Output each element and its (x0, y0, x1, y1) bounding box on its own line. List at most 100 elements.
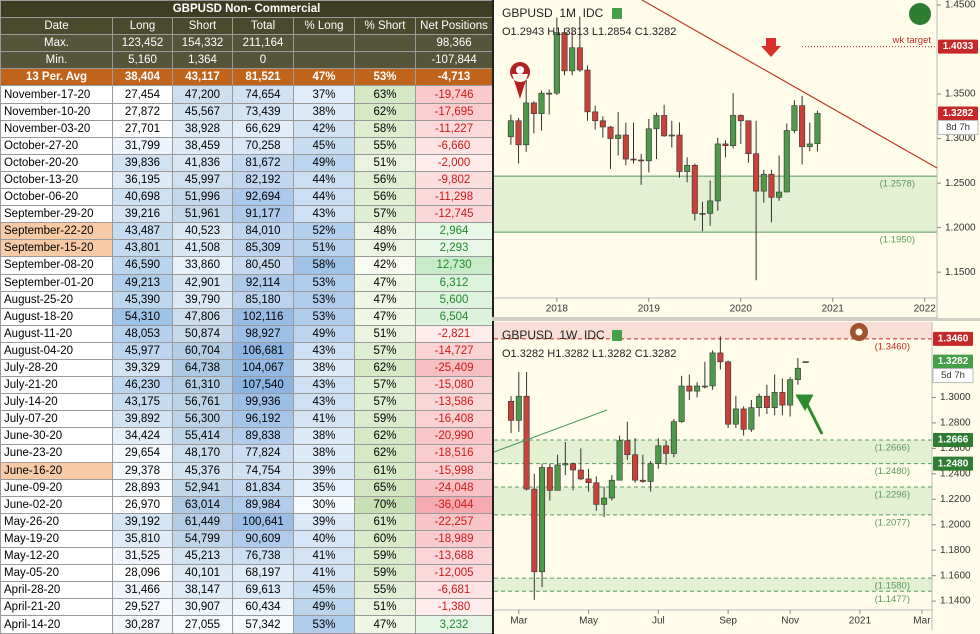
value-cell: 47% (354, 273, 416, 292)
trend-line (641, 0, 938, 169)
candle-body (722, 143, 729, 147)
value-cell: 66,629 (232, 119, 294, 138)
value-cell: 43,801 (112, 239, 173, 258)
value-cell: 58% (354, 119, 416, 138)
price-label: 1.4033 (943, 41, 974, 52)
x-tick-label: Mar (510, 616, 528, 627)
date-cell: June-16-20 (0, 461, 113, 480)
pin-marker (510, 62, 531, 99)
value-cell: 46,230 (112, 376, 173, 395)
data-row: September-29-20 39,216 51,961 91,177 43% 57% -… (0, 205, 494, 224)
value-cell: 53% (293, 615, 355, 634)
chart-title: GBPUSD 1W IDC (502, 328, 605, 342)
value-cell: 27,872 (112, 102, 173, 121)
candle-body (768, 173, 775, 198)
value-cell: 45% (293, 581, 355, 600)
candle-body (546, 92, 553, 95)
y-tick-label: 1.2500 (945, 178, 976, 189)
summary-cell: 5,160 (112, 51, 173, 70)
column-header: Total (232, 17, 294, 36)
data-row: November-17-20 27,454 47,200 74,654 37% 63% -1… (0, 85, 494, 104)
data-row: July-14-20 43,175 56,761 99,936 43% 57% -13,58… (0, 393, 494, 412)
value-cell: 47% (354, 615, 416, 634)
value-cell: -12,745 (414, 205, 494, 224)
candle-body (701, 385, 708, 388)
value-cell: 59% (354, 410, 416, 429)
date-cell: October-27-20 (0, 136, 113, 155)
value-cell: 64,738 (172, 358, 233, 378)
date-cell: July-21-20 (0, 376, 113, 395)
date-cell: November-03-20 (0, 119, 113, 138)
value-cell: 61,449 (172, 512, 233, 531)
value-cell: 47,806 (172, 307, 233, 326)
value-cell: 85,180 (232, 290, 294, 309)
value-cell: 41% (293, 564, 355, 583)
value-cell: 58% (293, 256, 355, 275)
candle-body (806, 143, 813, 147)
summary-cell: 47% (293, 68, 355, 87)
value-cell: 56% (354, 188, 416, 207)
value-cell: 55% (354, 136, 416, 155)
candle-body (699, 213, 706, 215)
value-cell: 62% (354, 427, 416, 446)
candle-body (632, 454, 639, 481)
column-header: Date (0, 17, 113, 36)
pin-marker-dot (516, 66, 524, 74)
summary-cell: 211,164 (232, 34, 294, 53)
x-tick-label: 2022 (914, 304, 937, 315)
value-cell: -36,044 (414, 495, 494, 514)
value-cell: 47% (354, 307, 416, 326)
value-cell: 30,287 (112, 615, 173, 634)
countdown-box (937, 119, 979, 135)
candle-body (624, 440, 631, 456)
value-cell: -20,990 (414, 427, 494, 446)
summary-cell: 1,364 (172, 51, 233, 70)
date-cell: October-13-20 (0, 170, 113, 190)
value-cell: 81,672 (232, 153, 294, 172)
date-cell: September-15-20 (0, 239, 113, 258)
target-label: wk target (891, 35, 931, 46)
candle-body (745, 120, 752, 155)
value-cell: 45,390 (112, 290, 173, 309)
column-header: Long (112, 17, 173, 36)
value-cell: 60% (354, 529, 416, 549)
candle-body (760, 173, 767, 192)
data-row: September-22-20 43,487 40,523 84,010 52% 48% 2… (0, 222, 494, 241)
y-tick-label: 1.2000 (940, 519, 971, 530)
value-cell: 90,609 (232, 529, 294, 549)
value-cell: 38,147 (172, 581, 233, 600)
y-tick-label: 1.3000 (945, 133, 976, 144)
pin-marker-weekly-dot (855, 328, 863, 336)
price-label-box (938, 106, 978, 121)
value-cell: -16,408 (414, 410, 494, 429)
level-label: (1.2480) (875, 466, 910, 477)
value-cell: 35% (293, 478, 355, 497)
value-cell: 84,010 (232, 222, 294, 241)
value-cell: 35,810 (112, 529, 173, 549)
data-row: April-28-20 31,466 38,147 69,613 45% 55% -6,68… (0, 581, 494, 600)
y-tick-label: 1.2200 (940, 494, 971, 505)
value-cell: 80,450 (232, 256, 294, 275)
value-cell: 54,310 (112, 307, 173, 326)
value-cell: 2,293 (414, 239, 494, 258)
value-cell: 62% (354, 358, 416, 378)
summary-row: Max. 123,452 154,332 211,164 98,366 (0, 34, 494, 53)
value-cell: 48% (354, 222, 416, 241)
candle-body (730, 115, 737, 147)
date-cell: August-18-20 (0, 307, 113, 326)
x-tick-label: 2021 (849, 616, 872, 627)
candle-body (523, 395, 530, 490)
value-cell: 61% (354, 461, 416, 480)
value-cell: 6,312 (414, 273, 494, 292)
value-cell: 48,053 (112, 324, 173, 343)
data-row: November-03-20 27,701 38,928 66,629 42% 58% -1… (0, 119, 494, 138)
x-tick-label: Nov (781, 616, 799, 627)
candle-body (615, 134, 622, 139)
date-cell: July-07-20 (0, 410, 113, 429)
value-cell: -12,005 (414, 564, 494, 583)
value-cell: -18,516 (414, 444, 494, 463)
value-cell: 82,192 (232, 170, 294, 190)
flag-icon (612, 8, 622, 19)
data-row: July-28-20 39,329 64,738 104,067 38% 62% -25,4… (0, 358, 494, 378)
x-tick-label: 2021 (822, 304, 845, 315)
